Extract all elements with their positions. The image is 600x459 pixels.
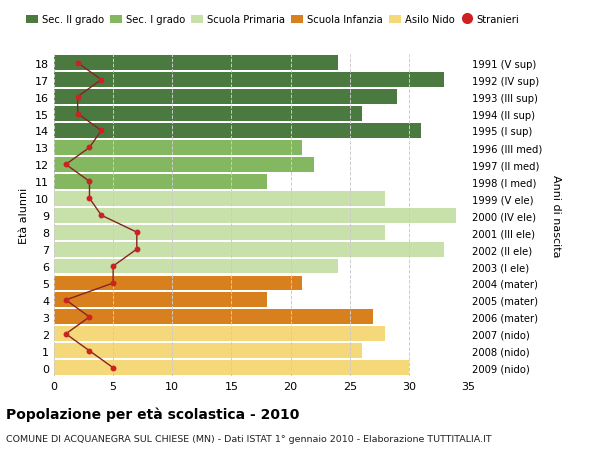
Point [85,145,94,152]
Point [97,128,106,135]
Bar [54,360,409,375]
Text: COMUNE DI ACQUANEGRA SUL CHIESE (MN) - Dati ISTAT 1° gennaio 2010 - Elaborazione: COMUNE DI ACQUANEGRA SUL CHIESE (MN) - D… [6,434,491,443]
Point [97,77,106,84]
Bar [54,174,267,190]
Text: Popolazione per età scolastica - 2010: Popolazione per età scolastica - 2010 [6,406,299,421]
Bar [54,276,302,291]
Bar [54,191,385,206]
Bar [54,157,314,173]
Bar [54,107,362,122]
Point [132,229,142,236]
Point [73,111,82,118]
Y-axis label: Età alunni: Età alunni [19,188,29,244]
Point [61,330,71,338]
Point [132,246,142,253]
Bar [54,124,421,139]
Bar [54,225,385,240]
Legend: Sec. II grado, Sec. I grado, Scuola Primaria, Scuola Infanzia, Asilo Nido, Stran: Sec. II grado, Sec. I grado, Scuola Prim… [26,15,520,25]
Bar [54,310,373,325]
Point [109,364,118,372]
Bar [54,90,397,105]
Point [85,178,94,185]
Point [85,313,94,321]
Point [85,347,94,355]
Point [73,60,82,67]
Point [61,161,71,168]
Y-axis label: Anni di nascita: Anni di nascita [551,174,561,257]
Bar [54,259,338,274]
Point [97,212,106,219]
Bar [54,293,267,308]
Bar [54,327,385,341]
Point [109,280,118,287]
Bar [54,344,362,358]
Point [61,297,71,304]
Bar [54,56,338,71]
Point [73,94,82,101]
Bar [54,242,445,257]
Point [109,263,118,270]
Bar [54,140,302,156]
Bar [54,208,456,223]
Bar [54,73,445,88]
Point [85,195,94,202]
